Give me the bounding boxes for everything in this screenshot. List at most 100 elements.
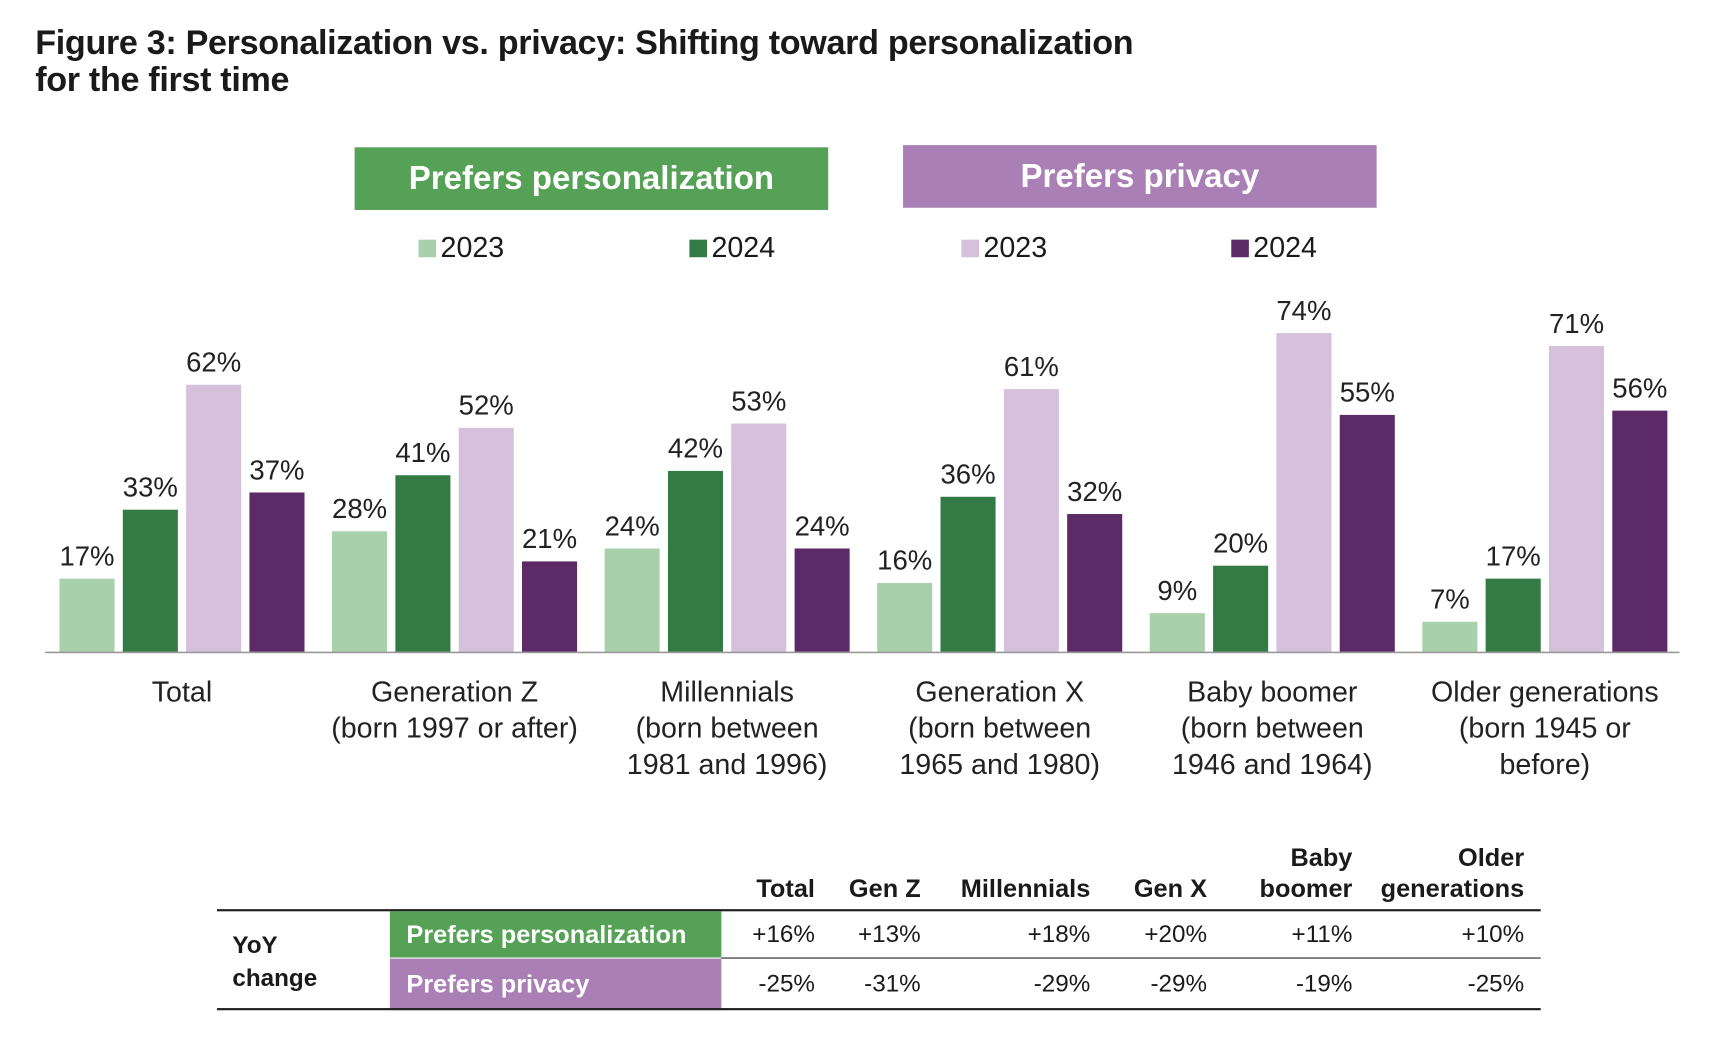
legend-swatch [418, 239, 437, 257]
data-label: 53% [731, 385, 786, 416]
table-cell: -29% [1033, 969, 1091, 998]
data-label: 17% [1486, 540, 1541, 571]
category-label-line: Generation Z [371, 674, 539, 708]
header-privacy: Prefers privacy [903, 145, 1377, 208]
column-header: Gen Z [849, 873, 921, 904]
table-cell: +13% [858, 920, 921, 948]
bar [395, 475, 451, 652]
column-header: Baby boomer [1260, 842, 1353, 904]
data-label: 20% [1213, 528, 1268, 559]
column-header-line: Gen X [1133, 873, 1208, 903]
legend-swatch [1231, 239, 1249, 257]
category-label-line: before) [1499, 747, 1591, 781]
table-row-divider [721, 957, 1541, 959]
data-label: 9% [1157, 575, 1197, 606]
data-label: 17% [59, 540, 114, 571]
bar [1612, 410, 1668, 652]
legend-label: 2024 [711, 230, 776, 264]
row-header-line: YoY [232, 931, 278, 959]
data-label: 37% [249, 454, 304, 485]
category-label-line: 1965 and 1980) [899, 747, 1101, 781]
legend-label: 2023 [440, 230, 505, 264]
legend-swatch [689, 239, 708, 257]
data-label: 61% [1004, 351, 1059, 382]
category-label-line: Generation X [915, 674, 1085, 708]
title-line-2: for the first time [35, 60, 290, 99]
table-top-rule [216, 909, 1541, 912]
category-label-line: (born between [908, 711, 1092, 745]
category-label-line: Millennials [660, 674, 794, 708]
column-header-line: generations [1380, 873, 1525, 903]
bar [1548, 345, 1605, 652]
bar [1213, 565, 1269, 652]
bar [522, 561, 578, 652]
bar [877, 582, 933, 652]
data-label: 62% [186, 347, 241, 378]
bar [59, 578, 115, 652]
bar-chart: 17% 33% 62% 37% 28% 41% 52% 21% 24% 42% 53% 24% 16% 3… [45, 295, 1680, 654]
header-personalization: Prefers personalization [354, 147, 829, 210]
bar [458, 427, 514, 652]
bar [604, 548, 660, 652]
bar [1149, 613, 1205, 652]
data-label: 52% [459, 390, 514, 421]
data-label: 74% [1276, 295, 1331, 326]
table-cell: -25% [758, 969, 815, 998]
category-label: Total [44, 674, 319, 710]
bar [794, 548, 850, 652]
title-line-1: Figure 3: Personalization vs. privacy: S… [35, 23, 1134, 62]
row-header-line: change [232, 964, 318, 992]
legend-privacy-2024: 2024 [1231, 231, 1317, 265]
category-label-line: Older generations [1431, 674, 1659, 708]
table-cell: -19% [1295, 969, 1353, 998]
bar [1422, 621, 1478, 652]
data-label: 56% [1612, 372, 1667, 403]
data-label: 28% [332, 493, 387, 524]
column-header: Older generations [1381, 842, 1525, 904]
legend-personalization-2024: 2024 [689, 231, 775, 265]
table-bottom-rule [216, 1008, 1541, 1011]
table-cell: -31% [864, 969, 921, 998]
bar [249, 492, 305, 652]
table-cell: +10% [1461, 920, 1525, 948]
bar [1485, 578, 1541, 652]
column-header: Millennials [961, 873, 1091, 904]
category-label-line: Total [151, 674, 213, 708]
column-header-line: Gen Z [848, 873, 921, 903]
data-label: 36% [940, 459, 995, 490]
bar [731, 423, 787, 652]
data-label: 7% [1430, 584, 1470, 615]
table-cell: +18% [1027, 920, 1091, 948]
bar [186, 384, 242, 652]
data-label: 16% [877, 545, 932, 576]
column-header-line: Total [756, 873, 815, 903]
data-label: 33% [123, 472, 178, 503]
table-cell: +11% [1291, 920, 1353, 948]
column-header-line: boomer [1259, 873, 1353, 903]
data-label: 55% [1340, 377, 1395, 408]
row-label: Prefers privacy [389, 958, 722, 1010]
legend-privacy-2023: 2023 [961, 231, 1047, 265]
column-header-line: Older [1458, 843, 1525, 872]
data-label: 41% [395, 437, 450, 468]
bar [1067, 514, 1123, 652]
category-label-line: (born between [635, 711, 819, 745]
data-label: 71% [1549, 308, 1604, 339]
data-label: 21% [522, 523, 577, 554]
bar [1003, 389, 1059, 652]
bar [1276, 333, 1332, 652]
category-label-line: 1981 and 1996) [626, 747, 828, 781]
category-label-line: (born 1945 or [1458, 711, 1631, 745]
row-header: YoY change [232, 929, 317, 995]
column-header-line: Baby [1290, 843, 1353, 872]
bar [940, 496, 996, 652]
category-label: Generation X (born between 1965 and 1980) [862, 674, 1137, 783]
category-label: Baby boomer (born between 1946 and 1964) [1135, 674, 1410, 783]
legend-label: 2024 [1253, 230, 1317, 264]
table-cell: +20% [1144, 920, 1208, 948]
category-label: Older generations (born 1945 or before) [1407, 674, 1682, 783]
column-header-line: Millennials [960, 873, 1091, 903]
figure-title: Figure 3: Personalization vs. privacy: S… [35, 24, 1133, 99]
category-label-line: (born 1997 or after) [331, 711, 578, 745]
